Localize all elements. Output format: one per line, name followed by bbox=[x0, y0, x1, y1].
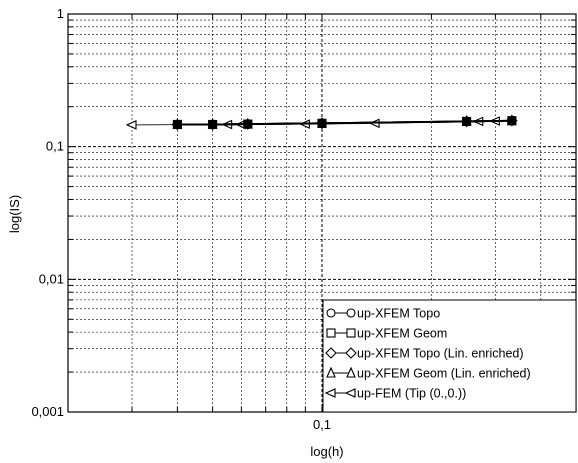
legend-item: up-XFEM Geom (Lin. enriched) bbox=[326, 366, 531, 381]
data-point bbox=[208, 119, 218, 130]
data-point bbox=[172, 119, 182, 130]
legend-marker bbox=[344, 388, 356, 398]
legend-item: up-XFEM Geom bbox=[326, 327, 447, 341]
series-1 bbox=[172, 116, 517, 130]
legend-marker bbox=[326, 328, 336, 338]
grid bbox=[68, 14, 576, 413]
data-point bbox=[462, 116, 472, 126]
y-tick-label: 0,001 bbox=[31, 404, 64, 419]
legend-marker bbox=[346, 328, 356, 338]
legend-item: up-XFEM Topo bbox=[326, 307, 440, 321]
legend-marker bbox=[346, 308, 356, 318]
legend-item: up-FEM (Tip (0.,0.)) bbox=[324, 387, 466, 401]
legend-marker bbox=[326, 308, 336, 318]
y-tick-label: 0,01 bbox=[39, 271, 64, 286]
legend-item: up-XFEM Topo (Lin. enriched) bbox=[325, 347, 524, 361]
legend-label: up-XFEM Topo bbox=[357, 307, 440, 321]
y-tick-labels: 1 0,1 0,01 0,001 bbox=[31, 6, 64, 419]
data-point bbox=[317, 118, 327, 128]
legend-marker bbox=[326, 366, 336, 378]
data-point bbox=[125, 120, 137, 130]
data-point bbox=[243, 119, 253, 129]
series-line bbox=[177, 119, 512, 126]
legend-marker bbox=[345, 347, 357, 359]
x-tick-label: 0,1 bbox=[313, 417, 331, 432]
x-tick-labels: 0,1 bbox=[313, 417, 331, 432]
legend-box bbox=[322, 299, 577, 413]
legend-label: up-FEM (Tip (0.,0.)) bbox=[357, 387, 466, 401]
ticks bbox=[68, 14, 576, 413]
data-point bbox=[507, 116, 517, 126]
series bbox=[125, 114, 518, 131]
y-tick-label: 1 bbox=[57, 6, 64, 21]
y-axis-label: log(IS) bbox=[7, 195, 22, 233]
legend-marker bbox=[325, 347, 337, 359]
legend-label: up-XFEM Geom bbox=[357, 327, 447, 341]
legend-marker bbox=[346, 366, 356, 378]
legend-label: up-XFEM Topo (Lin. enriched) bbox=[357, 347, 524, 361]
legend: up-XFEM Topo up-XFEM Geom up-XFEM Topo (Li… bbox=[322, 299, 577, 413]
x-axis-label: log(h) bbox=[310, 444, 343, 459]
y-tick-label: 0,1 bbox=[46, 139, 64, 154]
legend-marker bbox=[324, 388, 336, 398]
legend-label: up-XFEM Geom (Lin. enriched) bbox=[357, 367, 531, 381]
